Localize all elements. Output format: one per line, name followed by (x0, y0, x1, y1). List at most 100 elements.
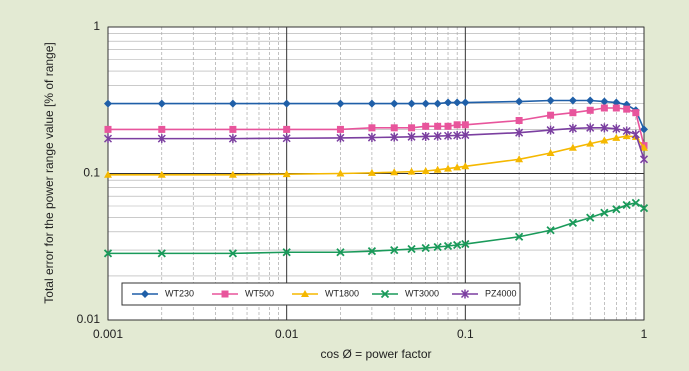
x-tick-label: 1 (641, 327, 648, 341)
x-axis-label: cos Ø = power factor (320, 347, 431, 361)
marker (157, 170, 166, 178)
marker (622, 200, 631, 210)
legend-marker (380, 289, 390, 299)
marker (631, 198, 640, 208)
marker (622, 126, 631, 136)
marker (390, 99, 399, 108)
marker (433, 242, 442, 252)
marker (367, 133, 376, 143)
marker (367, 168, 376, 176)
marker (443, 241, 453, 251)
marker (639, 204, 649, 213)
marker (422, 122, 430, 130)
marker (640, 143, 648, 151)
y-tick-label: 0.01 (77, 312, 101, 326)
marker (461, 239, 470, 249)
marker (407, 244, 416, 254)
marker (336, 99, 345, 108)
marker (336, 169, 345, 177)
marker (390, 124, 398, 132)
marker (453, 163, 462, 171)
marker (336, 125, 344, 133)
marker (103, 249, 113, 258)
legend-marker (460, 289, 470, 299)
line (108, 202, 645, 255)
marker (461, 130, 470, 140)
marker (515, 117, 523, 125)
marker (600, 123, 609, 133)
marker (586, 96, 595, 105)
marker (461, 98, 470, 107)
marker (368, 124, 376, 132)
marker (622, 132, 631, 140)
marker (600, 104, 608, 112)
marker (568, 143, 577, 151)
legend-marker (301, 290, 309, 297)
marker (461, 121, 469, 129)
marker (600, 136, 609, 144)
legend-box (121, 282, 521, 306)
marker (586, 139, 595, 147)
y-tick-label: 1 (93, 19, 100, 33)
series (103, 198, 649, 258)
marker (104, 99, 112, 108)
marker (336, 133, 345, 143)
x-tick-label: 0.001 (93, 327, 123, 341)
series (103, 123, 649, 164)
marker (229, 125, 237, 133)
marker (282, 99, 291, 108)
marker (640, 125, 648, 134)
marker (157, 99, 166, 108)
marker (547, 111, 555, 119)
marker (453, 130, 462, 140)
line (108, 107, 645, 146)
marker (586, 213, 595, 222)
marker (453, 240, 462, 250)
marker (433, 131, 442, 141)
marker (515, 128, 524, 138)
marker (158, 125, 166, 133)
marker (443, 131, 453, 141)
marker (407, 167, 416, 175)
x-tick-label: 0.01 (275, 327, 299, 341)
marker (390, 245, 399, 255)
marker (600, 208, 609, 217)
marker (631, 129, 640, 139)
series (104, 132, 648, 178)
marker (433, 165, 442, 173)
marker (104, 170, 112, 178)
marker (282, 170, 291, 178)
marker (367, 99, 376, 108)
marker (367, 247, 377, 256)
marker (623, 105, 631, 113)
marker (228, 99, 237, 108)
marker (421, 167, 430, 175)
marker (157, 134, 166, 144)
marker (408, 124, 416, 132)
series (104, 96, 648, 134)
marker (157, 249, 166, 258)
legend-marker (141, 290, 149, 298)
marker (546, 96, 555, 105)
marker (515, 155, 524, 163)
marker (336, 248, 345, 257)
marker (632, 109, 640, 117)
legend-label: PZ4000 (485, 288, 517, 298)
marker (453, 98, 462, 107)
legend-label: WT230 (165, 288, 194, 298)
marker (612, 104, 620, 112)
marker (546, 226, 555, 235)
line (108, 135, 645, 176)
marker (639, 154, 649, 164)
marker (612, 133, 621, 141)
marker (228, 170, 237, 178)
marker (283, 125, 291, 133)
marker (228, 134, 237, 144)
marker (568, 96, 577, 105)
marker (390, 132, 399, 142)
line (108, 99, 645, 130)
marker (444, 164, 453, 172)
marker (407, 132, 416, 142)
marker (569, 109, 577, 117)
